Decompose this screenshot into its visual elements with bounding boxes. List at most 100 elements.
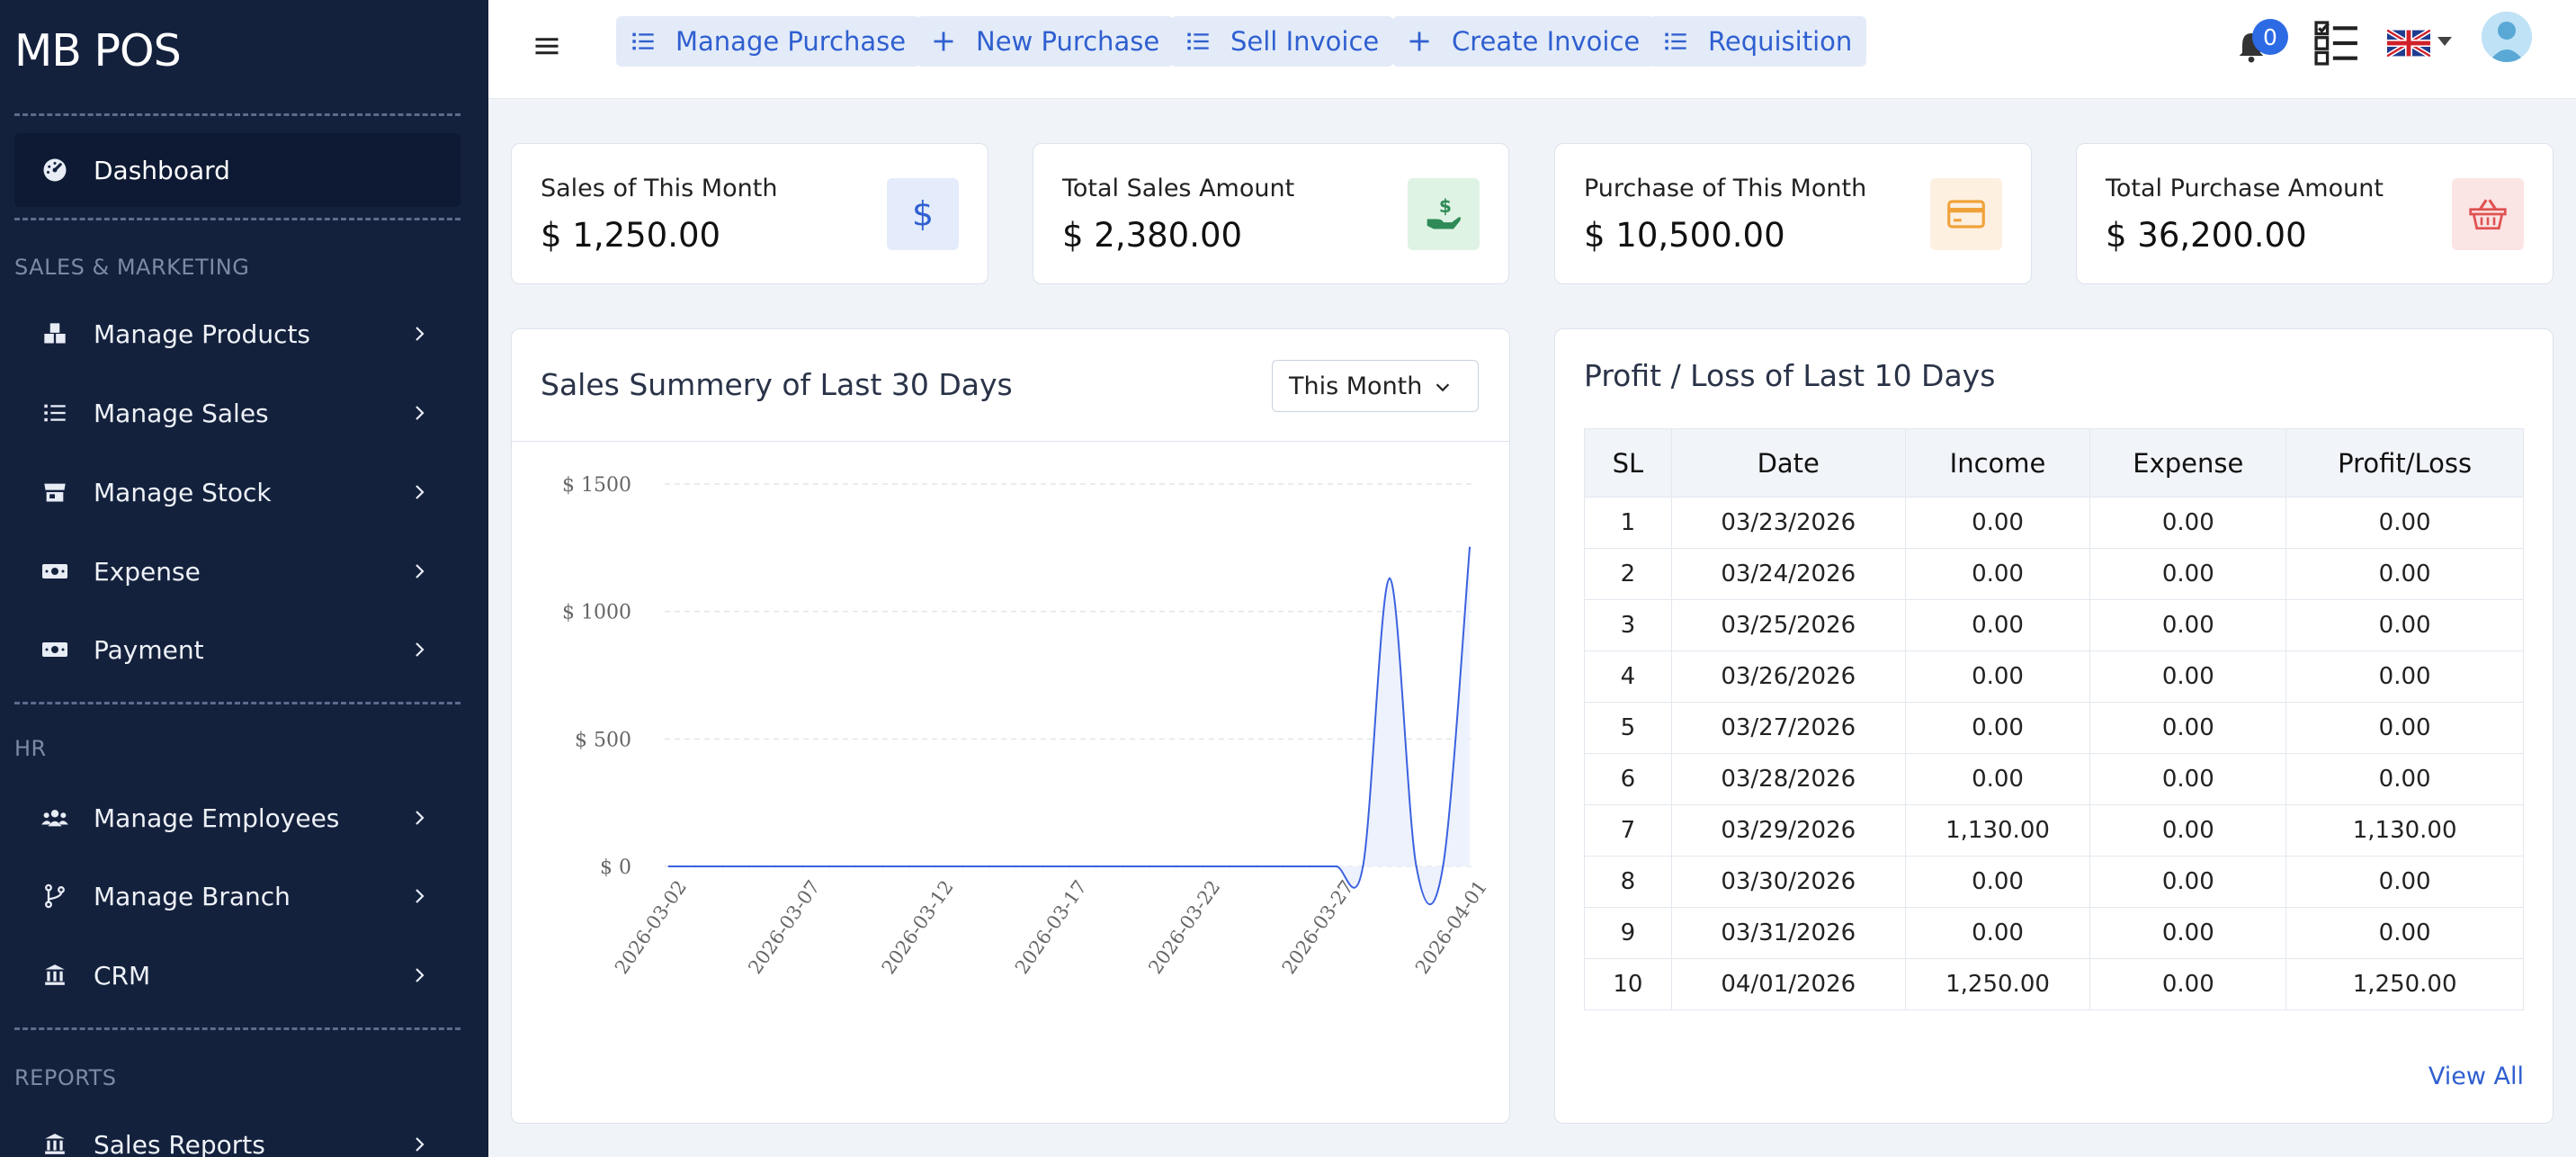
data-point xyxy=(1228,865,1231,868)
sidebar-item-payment[interactable]: Payment xyxy=(14,614,461,686)
sidebar-item-label: Manage Products xyxy=(94,318,311,349)
create-invoice-button[interactable]: Create Invoice xyxy=(1392,16,1655,67)
table-row: 4 03/26/2026 0.00 0.00 0.00 xyxy=(1584,650,2524,703)
table-cell: 03/28/2026 xyxy=(1670,753,1906,805)
data-point xyxy=(827,865,831,868)
table-row: 7 03/29/2026 1,130.00 0.00 1,130.00 xyxy=(1584,804,2524,857)
data-point xyxy=(1068,865,1071,868)
select-value: This Month xyxy=(1289,372,1423,400)
section-label-hr: HR xyxy=(14,736,47,761)
sidebar-item-sales-reports[interactable]: Sales Reports xyxy=(14,1108,461,1157)
column-header: Expense xyxy=(2089,428,2287,498)
sidebar-item-label: Expense xyxy=(94,556,201,587)
sidebar-divider xyxy=(14,113,461,116)
table-cell: 1,250.00 xyxy=(1904,958,2091,1010)
credit-card-icon xyxy=(1930,178,2002,250)
button-label: Sell Invoice xyxy=(1230,26,1380,57)
x-tick-label: 2026-03-27 xyxy=(1278,876,1358,978)
sidebar-item-manage-products[interactable]: Manage Products xyxy=(14,298,461,370)
table-cell: 9 xyxy=(1584,907,1672,959)
caret-down-icon[interactable] xyxy=(2437,36,2453,47)
data-point xyxy=(801,865,804,868)
table-cell: 2 xyxy=(1584,548,1672,600)
table-cell: 0.00 xyxy=(2089,702,2287,754)
table-cell: 10 xyxy=(1584,958,1672,1010)
chevron-right-icon xyxy=(416,889,425,903)
table-row: 2 03/24/2026 0.00 0.00 0.00 xyxy=(1584,548,2524,600)
sidebar-item-expense[interactable]: Expense xyxy=(14,535,461,607)
table-cell: 0.00 xyxy=(2089,497,2287,549)
plus-icon xyxy=(1409,31,1429,51)
data-point xyxy=(1362,865,1364,868)
table-cell: 1 xyxy=(1584,497,1672,549)
basket-icon xyxy=(2452,178,2524,250)
data-point xyxy=(881,865,884,868)
x-tick-label: 2026-03-12 xyxy=(878,876,958,978)
sidebar-divider xyxy=(14,1027,461,1030)
table-cell: 0.00 xyxy=(1904,856,2091,908)
sidebar-item-label: Payment xyxy=(94,634,204,665)
table-cell: 0.00 xyxy=(2285,599,2524,651)
stat-card-sales-month: Sales of This Month $ 1,250.00 $ xyxy=(511,143,988,284)
data-point xyxy=(747,865,751,868)
chevron-right-icon xyxy=(416,327,425,341)
new-purchase-button[interactable]: New Purchase xyxy=(917,16,1175,67)
table-cell: 0.00 xyxy=(2285,650,2524,703)
sidebar-item-label: Manage Stock xyxy=(94,477,272,507)
sidebar-item-dashboard[interactable]: Dashboard xyxy=(14,133,461,207)
plus-icon xyxy=(934,31,953,51)
sales-line-chart: $ 0 $ 500 $ 1000 $ 1500 2026-03-02 2026-03-07… xyxy=(562,474,1491,978)
table-row: 8 03/30/2026 0.00 0.00 0.00 xyxy=(1584,856,2524,908)
chevron-right-icon xyxy=(416,642,425,657)
table-cell: 03/26/2026 xyxy=(1670,650,1906,703)
table-cell: 1,250.00 xyxy=(2285,958,2524,1010)
data-point xyxy=(1468,546,1471,550)
notification-badge: 0 xyxy=(2252,19,2288,55)
data-point xyxy=(1282,865,1284,868)
sidebar-item-manage-stock[interactable]: Manage Stock xyxy=(14,456,461,528)
stat-card-purchase-month: Purchase of This Month $ 10,500.00 xyxy=(1554,143,2032,284)
sales-chart-card: Sales Summery of Last 30 Days This Month… xyxy=(511,328,1510,1124)
dashboard-gauge-icon xyxy=(43,158,67,182)
table-cell: 03/30/2026 xyxy=(1670,856,1906,908)
data-point xyxy=(721,865,724,868)
table-cell: 03/23/2026 xyxy=(1670,497,1906,549)
section-label-sales: SALES & MARKETING xyxy=(14,255,250,280)
sidebar: MB POS Dashboard SALES & MARKETING Manag… xyxy=(0,0,488,1157)
sidebar-item-manage-branch[interactable]: Manage Branch xyxy=(14,860,461,932)
data-point xyxy=(1042,865,1044,868)
dollar-icon: $ xyxy=(887,178,959,250)
table-cell: 0.00 xyxy=(2285,548,2524,600)
data-point xyxy=(988,865,991,868)
uk-flag-icon[interactable] xyxy=(2387,30,2430,57)
view-all-link[interactable]: View All xyxy=(2428,1063,2524,1090)
table-cell: 0.00 xyxy=(1904,907,2091,959)
table-cell: 0.00 xyxy=(2285,702,2524,754)
column-header: SL xyxy=(1584,428,1672,498)
section-label-reports: REPORTS xyxy=(14,1065,117,1090)
table-row: 1 03/23/2026 0.00 0.00 0.00 xyxy=(1584,497,2524,549)
table-cell: 03/29/2026 xyxy=(1670,804,1906,857)
data-point xyxy=(1015,865,1017,868)
checklist-icon[interactable] xyxy=(2314,18,2359,68)
table-row: 3 03/25/2026 0.00 0.00 0.00 xyxy=(1584,599,2524,651)
avatar[interactable] xyxy=(2482,12,2532,62)
y-tick-label: $ 1500 xyxy=(562,474,631,497)
sell-invoice-button[interactable]: Sell Invoice xyxy=(1171,16,1394,67)
chevron-right-icon xyxy=(416,485,425,499)
manage-purchase-button[interactable]: Manage Purchase xyxy=(616,16,921,67)
sidebar-item-crm[interactable]: CRM xyxy=(14,939,461,1011)
data-point xyxy=(1122,865,1124,868)
requisition-button[interactable]: Requisition xyxy=(1649,16,1867,67)
data-point xyxy=(908,865,911,868)
button-label: New Purchase xyxy=(976,26,1160,57)
hamburger-menu-icon[interactable] xyxy=(533,32,560,59)
sidebar-item-manage-sales[interactable]: Manage Sales xyxy=(14,377,461,449)
data-point xyxy=(1255,865,1257,868)
period-select[interactable]: This Month xyxy=(1272,360,1479,412)
svg-text:$: $ xyxy=(912,194,934,234)
profit-loss-table: SL Date Income Expense Profit/Loss 1 03/2… xyxy=(1584,428,2524,1010)
list-icon xyxy=(1665,32,1686,50)
button-label: Create Invoice xyxy=(1452,26,1641,57)
sidebar-item-manage-employees[interactable]: Manage Employees xyxy=(14,782,461,854)
